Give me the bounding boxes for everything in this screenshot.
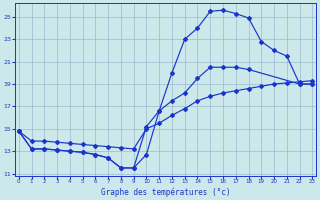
X-axis label: Graphe des températures (°c): Graphe des températures (°c) <box>101 187 230 197</box>
